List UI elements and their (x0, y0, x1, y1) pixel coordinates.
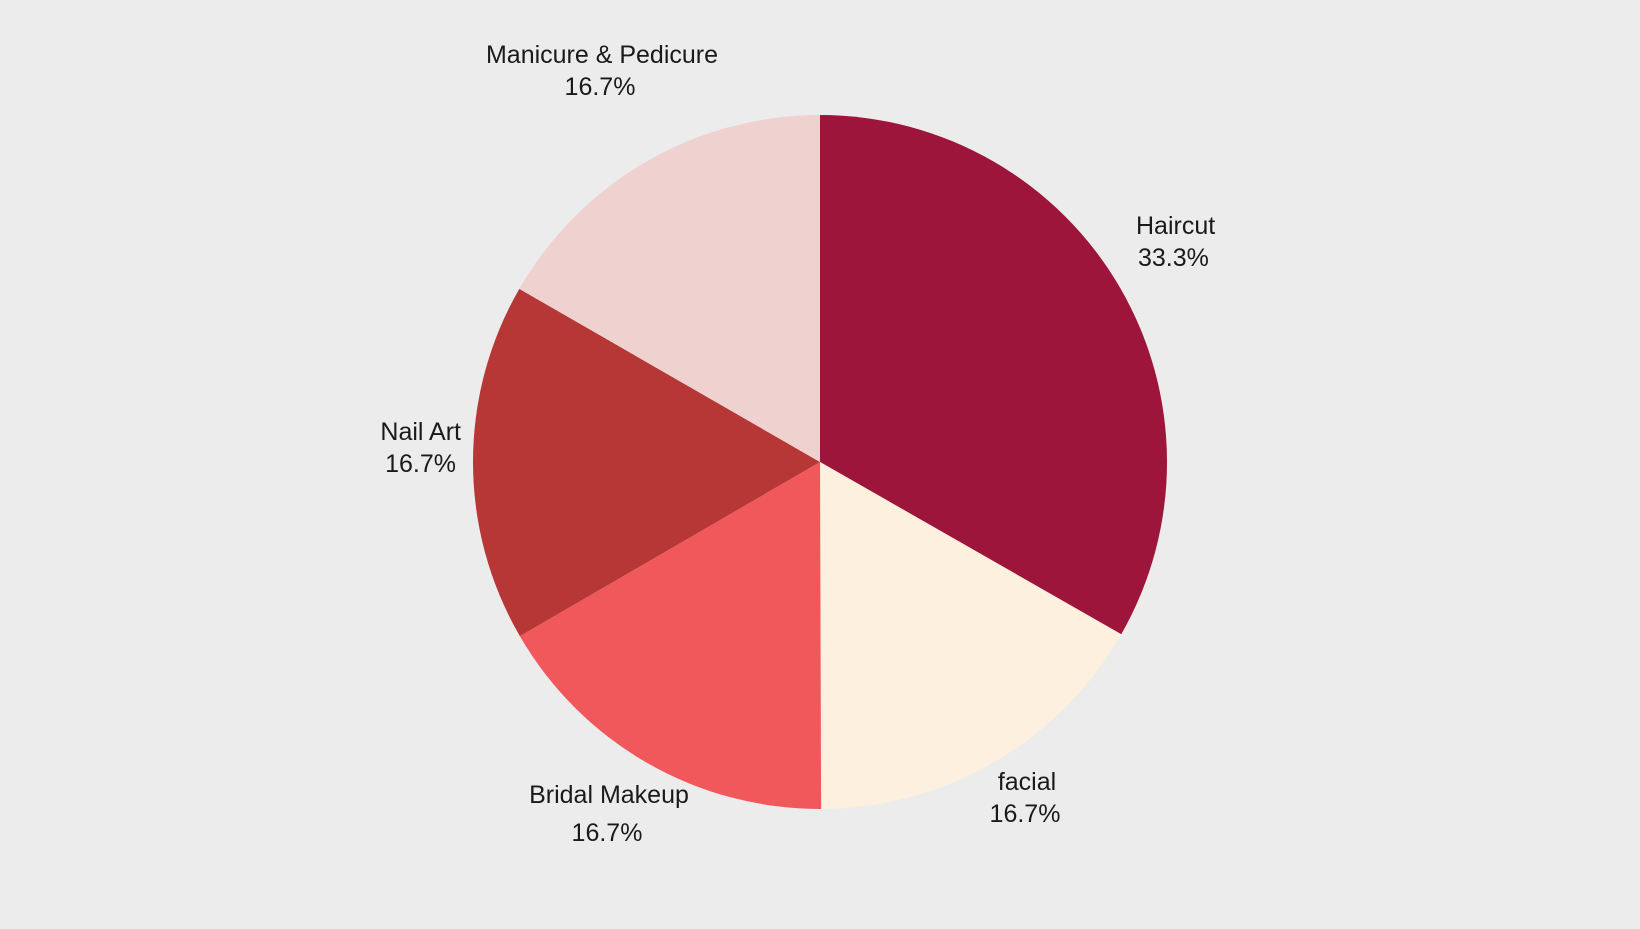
pie-slice-facial (820, 462, 1122, 809)
pie-slice-haircut (820, 115, 1167, 635)
slice-label-bridal-makeup: Bridal Makeup (529, 781, 689, 809)
slice-percent-bridal-makeup: 16.7% (572, 819, 643, 847)
pie-labels: Haircut 33.3% facial 16.7% Bridal Makeup 16.7… (380, 41, 1215, 847)
slice-label-nail-art: Nail Art (380, 418, 461, 446)
slice-percent-manicure-pedicure: 16.7% (565, 73, 636, 101)
slice-percent-haircut: 33.3% (1138, 244, 1209, 272)
slice-percent-facial: 16.7% (990, 800, 1061, 828)
slice-label-manicure-pedicure: Manicure & Pedicure (486, 41, 718, 69)
pie-slice-manicure-pedicure (519, 115, 820, 462)
slice-label-facial: facial (998, 768, 1056, 796)
slice-percent-nail-art: 16.7% (385, 450, 456, 478)
pie-slice-bridal-makeup (519, 462, 822, 809)
pie-slice-nail-art (472, 288, 820, 637)
pie-slices (472, 115, 1167, 809)
slice-label-haircut: Haircut (1136, 212, 1215, 240)
